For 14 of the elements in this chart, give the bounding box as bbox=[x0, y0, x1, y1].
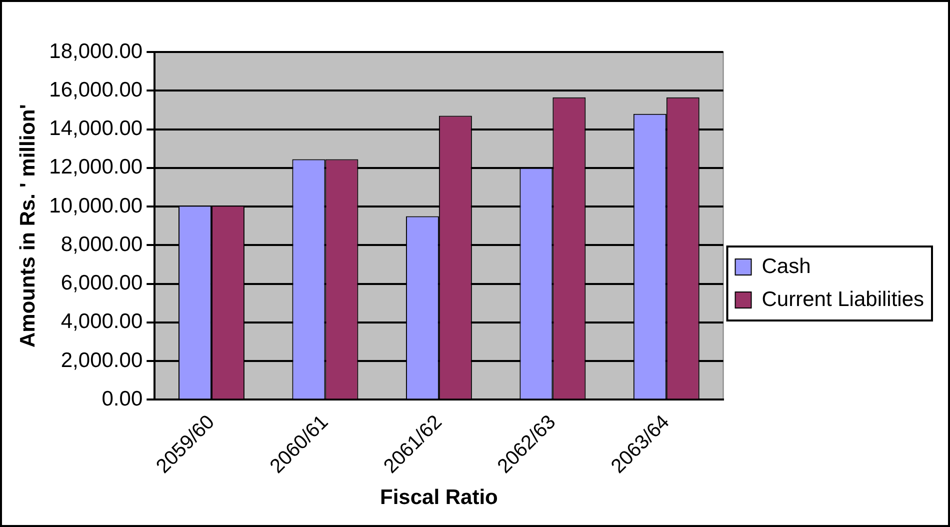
y-tick-label: 10,000.00 bbox=[49, 194, 143, 218]
y-tick-label: 8,000.00 bbox=[60, 232, 143, 256]
x-axis-title: Fiscal Ratio bbox=[380, 486, 498, 510]
y-tick-label: 14,000.00 bbox=[49, 117, 143, 140]
y-tick-label: 18,000.00 bbox=[49, 40, 143, 63]
y-tick-label: 2,000.00 bbox=[60, 348, 143, 372]
legend-label: Cash bbox=[762, 254, 811, 278]
legend-label: Current Liabilities bbox=[762, 288, 924, 311]
y-tick-label: 12,000.00 bbox=[49, 156, 143, 179]
y-tick-label: 16,000.00 bbox=[49, 78, 143, 102]
y-tick-label: 0.00 bbox=[102, 388, 143, 411]
y-axis-title: Amounts in Rs. ' million' bbox=[16, 104, 40, 348]
y-tick-label: 4,000.00 bbox=[60, 310, 143, 334]
y-tick-label: 6,000.00 bbox=[60, 272, 143, 295]
